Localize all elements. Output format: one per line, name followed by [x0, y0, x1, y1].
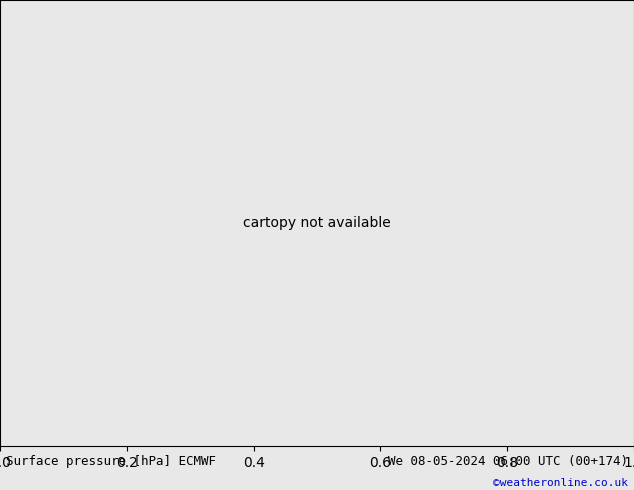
Text: We 08-05-2024 06:00 UTC (00+174): We 08-05-2024 06:00 UTC (00+174) — [387, 455, 628, 468]
Text: Surface pressure [hPa] ECMWF: Surface pressure [hPa] ECMWF — [6, 455, 216, 468]
Text: cartopy not available: cartopy not available — [243, 216, 391, 230]
Text: ©weatheronline.co.uk: ©weatheronline.co.uk — [493, 478, 628, 489]
